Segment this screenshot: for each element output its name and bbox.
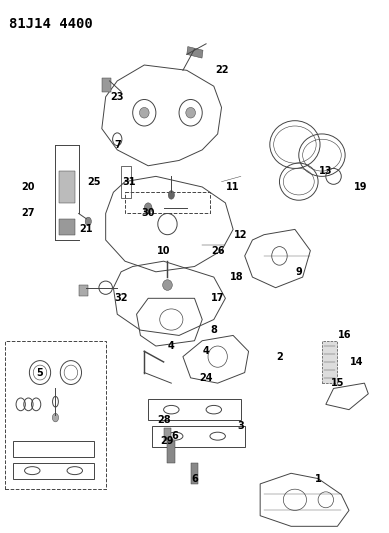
Bar [102,78,112,92]
Text: 30: 30 [142,208,155,219]
Text: 32: 32 [114,293,128,303]
Text: 19: 19 [354,182,367,192]
Text: 26: 26 [211,246,224,256]
Text: 81J14 4400: 81J14 4400 [9,17,93,31]
Text: 1: 1 [315,474,321,483]
Text: 20: 20 [22,182,35,192]
Bar [121,166,131,198]
Bar [167,441,175,463]
Text: 7: 7 [114,140,121,150]
Text: 15: 15 [331,378,344,388]
Text: 31: 31 [122,176,136,187]
Text: 10: 10 [157,246,170,256]
Ellipse shape [140,108,149,118]
Text: 11: 11 [226,182,240,192]
Text: 17: 17 [211,293,224,303]
Text: 4: 4 [203,346,209,357]
Bar [79,285,88,296]
Text: 8: 8 [210,325,217,335]
Circle shape [168,191,174,199]
Bar [322,341,337,383]
Bar [59,171,75,203]
Text: 16: 16 [338,330,352,341]
Text: 6: 6 [172,431,179,441]
Text: 12: 12 [234,230,247,240]
Text: 29: 29 [161,437,174,447]
Text: 18: 18 [230,272,244,282]
Bar [164,428,171,441]
Text: 28: 28 [157,415,170,425]
Bar [191,463,198,484]
Text: 5: 5 [37,368,44,377]
Text: 27: 27 [22,208,35,219]
Text: 25: 25 [88,176,101,187]
Text: 22: 22 [215,66,228,75]
Text: 3: 3 [237,421,244,431]
Text: 14: 14 [350,357,363,367]
Ellipse shape [186,108,195,118]
Circle shape [53,414,59,422]
Text: 13: 13 [319,166,333,176]
Circle shape [85,217,91,225]
Text: 6: 6 [191,474,198,483]
Text: 9: 9 [295,267,302,277]
Bar [187,46,203,58]
Text: 2: 2 [276,352,283,361]
Bar [59,219,75,235]
Text: 23: 23 [110,92,124,102]
Ellipse shape [163,280,172,290]
Bar [5,341,106,489]
Text: 4: 4 [168,341,175,351]
Circle shape [144,203,152,214]
Text: 21: 21 [80,224,93,235]
Text: 24: 24 [199,373,213,383]
